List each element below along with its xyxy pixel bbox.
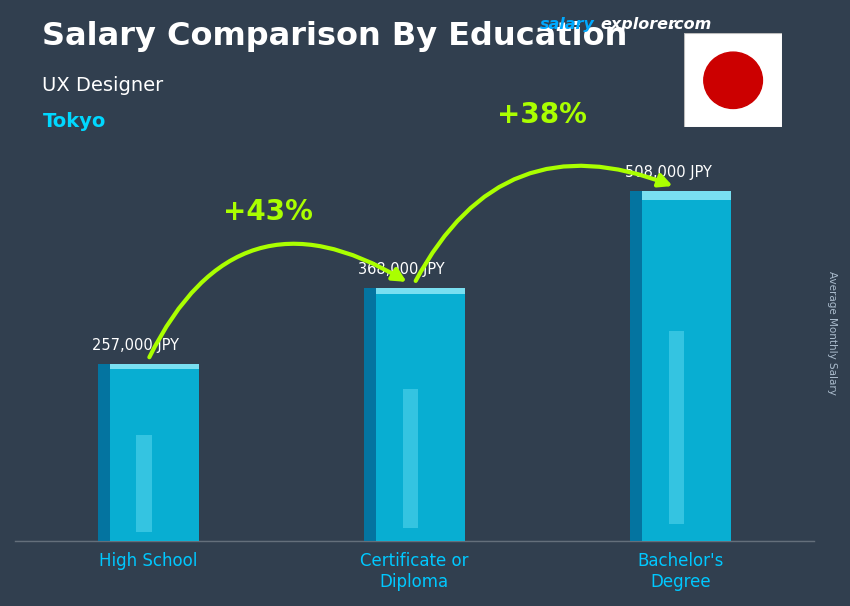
Bar xyxy=(110,364,199,541)
Text: 508,000 JPY: 508,000 JPY xyxy=(625,165,711,181)
Bar xyxy=(643,191,731,541)
Text: Salary Comparison By Education: Salary Comparison By Education xyxy=(42,21,628,52)
Bar xyxy=(643,191,731,200)
Text: +38%: +38% xyxy=(497,101,587,130)
Bar xyxy=(364,288,376,541)
Bar xyxy=(98,364,110,541)
Text: 257,000 JPY: 257,000 JPY xyxy=(92,338,179,353)
Text: Tokyo: Tokyo xyxy=(42,112,106,131)
Text: +43%: +43% xyxy=(223,198,313,226)
Bar xyxy=(630,191,643,541)
Circle shape xyxy=(704,52,762,108)
Bar xyxy=(403,389,418,528)
Bar xyxy=(110,364,199,368)
Bar xyxy=(376,288,465,294)
Bar xyxy=(136,435,151,532)
Bar xyxy=(669,331,684,524)
Text: explorer: explorer xyxy=(600,17,676,32)
Bar xyxy=(376,288,465,541)
Text: UX Designer: UX Designer xyxy=(42,76,164,95)
Text: salary: salary xyxy=(540,17,594,32)
Text: Average Monthly Salary: Average Monthly Salary xyxy=(827,271,837,395)
Text: 368,000 JPY: 368,000 JPY xyxy=(359,262,445,277)
Text: .com: .com xyxy=(668,17,711,32)
